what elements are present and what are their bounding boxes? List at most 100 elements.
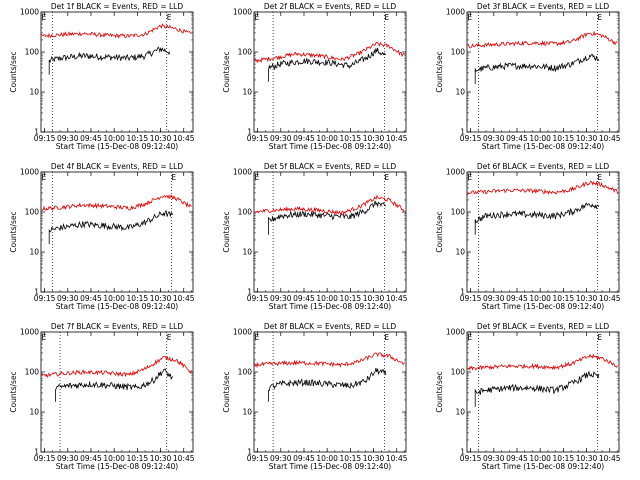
y-tick-label: 1 bbox=[247, 448, 252, 457]
x-tick-label: 10:30 bbox=[576, 134, 598, 143]
x-tick-label: 10:30 bbox=[150, 134, 172, 143]
event-marker-label: E bbox=[42, 333, 47, 342]
y-tick-label: 1000 bbox=[20, 8, 39, 17]
x-tick-label: 09:45 bbox=[293, 134, 315, 143]
x-tick-label: 10:15 bbox=[340, 454, 362, 463]
y-tick-label: 1 bbox=[34, 288, 39, 297]
y-tick-label: 1000 bbox=[446, 8, 465, 17]
series-line-lld bbox=[41, 355, 192, 379]
event-marker-label: E bbox=[384, 173, 389, 182]
x-tick-label: 09:45 bbox=[506, 134, 528, 143]
x-axis-label: Start Time (15-Dec-08 09:12:40) bbox=[269, 142, 391, 151]
event-marker-label: E bbox=[42, 173, 47, 182]
x-axis-label: Start Time (15-Dec-08 09:12:40) bbox=[482, 142, 604, 151]
plot-frame bbox=[40, 171, 194, 293]
y-axis-label: Counts/sec bbox=[435, 211, 444, 252]
y-tick-label: 1000 bbox=[233, 328, 252, 337]
x-tick-label: 09:15 bbox=[247, 294, 269, 303]
x-tick-label: 10:00 bbox=[316, 294, 338, 303]
x-tick-label: 10:00 bbox=[103, 294, 125, 303]
y-tick-label: 1 bbox=[460, 288, 465, 297]
y-tick-label: 10 bbox=[455, 248, 465, 257]
series-line-events bbox=[268, 200, 387, 235]
event-marker-label: E bbox=[255, 13, 260, 22]
x-tick-label: 09:15 bbox=[460, 294, 482, 303]
y-axis-label: Counts/sec bbox=[9, 211, 18, 252]
series-line-events bbox=[48, 46, 171, 75]
y-tick-label: 100 bbox=[25, 48, 40, 57]
x-tick-label: 10:00 bbox=[529, 454, 551, 463]
series-line-lld bbox=[467, 353, 618, 371]
x-tick-label: 09:15 bbox=[34, 454, 56, 463]
y-tick-label: 10 bbox=[242, 408, 252, 417]
y-tick-label: 1000 bbox=[233, 8, 252, 17]
x-tick-label: 09:45 bbox=[293, 454, 315, 463]
chart-title: Det 1f BLACK = Events, RED = LLD bbox=[51, 2, 184, 11]
x-tick-label: 10:15 bbox=[127, 454, 149, 463]
x-axis-label: Start Time (15-Dec-08 09:12:40) bbox=[269, 462, 391, 471]
chart-title: Det 2f BLACK = Events, RED = LLD bbox=[264, 2, 397, 11]
chart-panel-5: Det 5f BLACK = Events, RED = LLD 1 10 100 10… bbox=[222, 162, 408, 311]
chart-title: Det 7f BLACK = Events, RED = LLD bbox=[51, 322, 184, 331]
x-tick-label: 09:15 bbox=[460, 134, 482, 143]
y-tick-label: 1 bbox=[34, 128, 39, 137]
y-axis-label: Counts/sec bbox=[222, 211, 231, 252]
chart-title: Det 4f BLACK = Events, RED = LLD bbox=[51, 162, 184, 171]
y-tick-label: 10 bbox=[29, 88, 39, 97]
x-tick-label: 09:15 bbox=[247, 454, 269, 463]
event-marker-label: E bbox=[597, 173, 602, 182]
x-tick-label: 09:15 bbox=[34, 134, 56, 143]
x-tick-label: 09:15 bbox=[460, 454, 482, 463]
series-line-events bbox=[268, 47, 387, 82]
x-tick-label: 10:45 bbox=[386, 454, 408, 463]
y-tick-label: 100 bbox=[25, 208, 40, 217]
series-line-events bbox=[474, 202, 600, 235]
x-tick-label: 10:00 bbox=[529, 134, 551, 143]
x-tick-label: 10:00 bbox=[316, 134, 338, 143]
x-tick-label: 10:00 bbox=[103, 454, 125, 463]
plot-frame bbox=[466, 171, 620, 293]
y-tick-label: 100 bbox=[238, 48, 253, 57]
event-marker-label: E bbox=[255, 173, 260, 182]
x-tick-label: 09:45 bbox=[80, 294, 102, 303]
x-tick-label: 10:15 bbox=[340, 294, 362, 303]
x-tick-label: 10:45 bbox=[599, 294, 621, 303]
x-tick-label: 10:00 bbox=[103, 134, 125, 143]
y-tick-label: 1 bbox=[247, 128, 252, 137]
series-line-events bbox=[268, 367, 387, 402]
x-axis-label: Start Time (15-Dec-08 09:12:40) bbox=[482, 462, 604, 471]
plot-frame bbox=[40, 331, 194, 453]
x-axis-label: Start Time (15-Dec-08 09:12:40) bbox=[56, 142, 178, 151]
y-tick-label: 100 bbox=[451, 208, 466, 217]
x-tick-label: 10:45 bbox=[599, 134, 621, 143]
series-line-lld bbox=[254, 194, 405, 216]
event-marker-label: E bbox=[255, 333, 260, 342]
series-line-lld bbox=[467, 30, 618, 49]
chart-title: Det 3f BLACK = Events, RED = LLD bbox=[477, 2, 610, 11]
y-tick-label: 100 bbox=[238, 208, 253, 217]
x-axis-label: Start Time (15-Dec-08 09:12:40) bbox=[269, 302, 391, 311]
y-tick-label: 10 bbox=[242, 248, 252, 257]
y-tick-label: 1 bbox=[34, 448, 39, 457]
chart-panel-2: Det 2f BLACK = Events, RED = LLD 1 10 100 10… bbox=[222, 2, 408, 151]
event-marker-label: E bbox=[42, 13, 47, 22]
event-marker-label: E bbox=[171, 173, 176, 182]
x-tick-label: 10:00 bbox=[316, 454, 338, 463]
x-tick-label: 09:30 bbox=[57, 454, 79, 463]
x-tick-label: 09:30 bbox=[57, 294, 79, 303]
x-tick-label: 09:45 bbox=[293, 294, 315, 303]
y-tick-label: 1000 bbox=[20, 328, 39, 337]
x-tick-label: 09:30 bbox=[270, 454, 292, 463]
series-line-lld bbox=[41, 193, 192, 211]
x-tick-label: 09:45 bbox=[80, 134, 102, 143]
y-axis-label: Counts/sec bbox=[222, 51, 231, 92]
x-tick-label: 10:15 bbox=[340, 134, 362, 143]
event-marker-label: E bbox=[597, 333, 602, 342]
x-tick-label: 09:30 bbox=[270, 134, 292, 143]
x-tick-label: 09:30 bbox=[483, 454, 505, 463]
chart-panel-3: Det 3f BLACK = Events, RED = LLD 1 10 100 10… bbox=[435, 2, 621, 151]
y-tick-label: 10 bbox=[29, 248, 39, 257]
y-tick-label: 1 bbox=[460, 448, 465, 457]
x-tick-label: 10:30 bbox=[363, 134, 385, 143]
chart-panel-4: Det 4f BLACK = Events, RED = LLD 1 10 100 10… bbox=[9, 162, 195, 311]
